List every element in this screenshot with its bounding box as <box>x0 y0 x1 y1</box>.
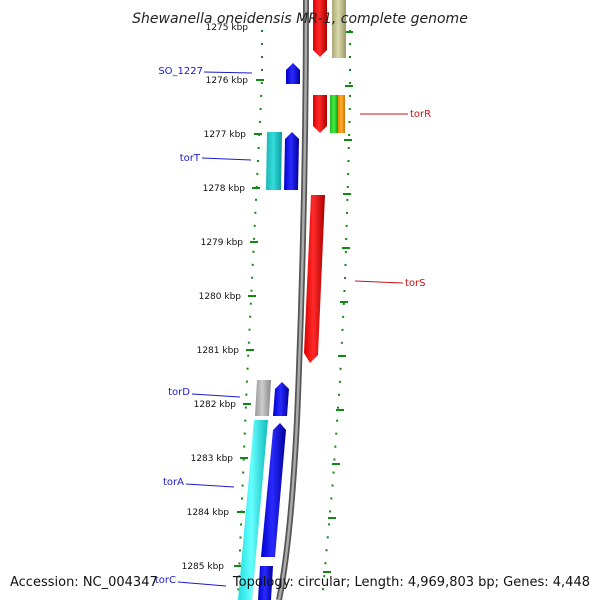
tick-label: 1278 kbp <box>203 184 246 194</box>
tick-label: 1283 kbp <box>191 454 234 464</box>
left-ticks <box>234 79 264 567</box>
tick-label: 1279 kbp <box>201 238 244 248</box>
gene-label-SO_1227: SO_1227 <box>158 66 203 77</box>
gene-torT-cyan <box>266 132 282 190</box>
tick-label: 1277 kbp <box>204 130 247 140</box>
leader-torC <box>177 581 227 587</box>
gene-torA-blue <box>261 423 286 557</box>
gene-torD-blue <box>273 382 289 416</box>
gene-torT-blue <box>284 132 299 190</box>
gene-labels: SO_1227 torT torD torA torC torR torS <box>155 66 431 586</box>
tick-label: 1276 kbp <box>206 76 249 86</box>
gene-label-torT: torT <box>180 153 201 164</box>
tick-label: 1281 kbp <box>197 346 240 356</box>
gene-torA-cyan <box>238 420 268 600</box>
tick-label: 1284 kbp <box>187 508 230 518</box>
gene-label-torA: torA <box>163 477 184 488</box>
leader-torD <box>191 393 241 398</box>
gene-SO_1227-blue <box>286 63 300 84</box>
gene-olive-top <box>332 0 346 58</box>
map-title: Shewanella oneidensis MR-1, complete gen… <box>132 11 468 27</box>
accession-text: Accession: NC_004347 <box>10 575 158 590</box>
gene-label-torS: torS <box>405 278 426 289</box>
gene-label-torC: torC <box>155 575 176 586</box>
gene-green <box>330 95 338 133</box>
leader-torT <box>201 157 252 161</box>
leader-torA <box>185 483 235 488</box>
tick-label: 1285 kbp <box>182 562 225 572</box>
gene-torD-gray <box>255 380 271 416</box>
tick-label: 1280 kbp <box>199 292 242 302</box>
genome-backbone-highlight <box>277 0 308 600</box>
gene-torS-red <box>304 195 325 363</box>
leader-SO_1227 <box>203 71 253 74</box>
tick-label: 1282 kbp <box>194 400 237 410</box>
gene-label-torR: torR <box>410 109 431 120</box>
topology-text: Topology: circular; Length: 4,969,803 bp… <box>232 575 590 590</box>
right-ticks <box>323 31 353 573</box>
tick-labels: 1275 kbp 1276 kbp 1277 kbp 1278 kbp 1279… <box>182 23 249 572</box>
gene-orange <box>338 95 345 133</box>
gene-torC-blue <box>258 566 273 600</box>
label-leaders <box>177 71 408 587</box>
gene-torR-red <box>313 95 327 133</box>
leader-torS <box>354 280 404 284</box>
gene-red-top <box>313 0 327 57</box>
tick-label: 1275 kbp <box>206 23 249 33</box>
gene-label-torD: torD <box>168 387 190 398</box>
